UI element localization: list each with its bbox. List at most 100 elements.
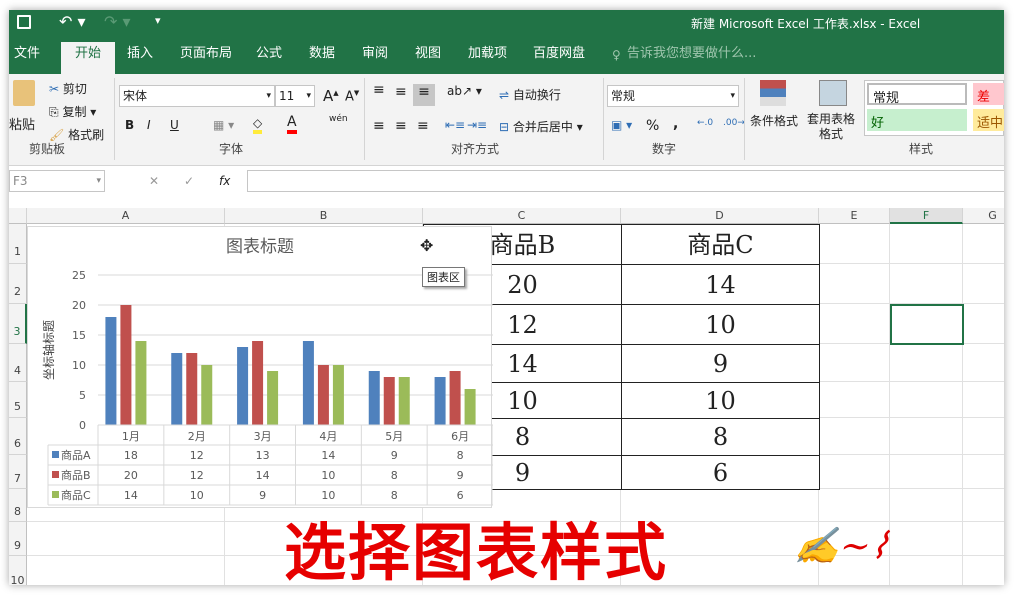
orientation-icon[interactable]: ab↗ ▾ <box>447 84 482 98</box>
bar-商品A-3月[interactable] <box>237 347 249 425</box>
percent-button[interactable]: % <box>646 118 660 134</box>
tab-formulas[interactable]: 公式 <box>256 46 283 61</box>
column-header[interactable]: A <box>27 208 225 224</box>
style-good[interactable]: 好 <box>867 109 967 131</box>
align-bottom-icon[interactable]: ≡ <box>413 84 435 106</box>
tab-addins[interactable]: 加载项 <box>468 46 508 61</box>
font-name-select[interactable]: 宋体 ▾ <box>119 85 275 107</box>
column-header[interactable]: D <box>621 208 819 224</box>
selected-cell-F3[interactable] <box>890 304 964 345</box>
row-header[interactable]: 8 <box>9 489 27 522</box>
accounting-icon[interactable]: ▣ ▾ <box>611 118 633 132</box>
conditional-format-button[interactable]: 条件格式 <box>750 114 799 128</box>
tab-insert[interactable]: 插入 <box>127 46 154 61</box>
paste-button[interactable]: 粘贴 <box>9 118 36 133</box>
table-cell[interactable]: 10 <box>621 304 820 345</box>
table-cell[interactable]: 9 <box>621 344 820 383</box>
column-header[interactable]: E <box>819 208 890 224</box>
tab-review[interactable]: 审阅 <box>362 46 389 61</box>
chart-title[interactable]: 图表标题 <box>226 237 294 257</box>
increase-decimal-icon[interactable]: ←.0 <box>697 118 714 128</box>
decrease-indent-icon[interactable]: ⇤≡ <box>445 118 466 132</box>
row-header[interactable]: 2 <box>9 264 27 304</box>
tab-page-layout[interactable]: 页面布局 <box>180 46 233 61</box>
bar-商品B-6月[interactable] <box>449 371 461 425</box>
cut-button[interactable]: ✂ 剪切 <box>49 80 87 97</box>
bar-商品C-4月[interactable] <box>332 365 344 425</box>
row-header[interactable]: 1 <box>9 224 27 264</box>
table-cell[interactable]: 8 <box>621 418 820 456</box>
save-icon[interactable] <box>17 15 31 29</box>
tab-baidu[interactable]: 百度网盘 <box>533 46 586 61</box>
decrease-decimal-icon[interactable]: .00→ <box>723 118 745 128</box>
row-header[interactable]: 4 <box>9 344 27 382</box>
bar-商品A-5月[interactable] <box>368 371 380 425</box>
table-cell[interactable]: 10 <box>621 382 820 419</box>
align-middle-icon[interactable]: ≡ <box>395 84 407 100</box>
number-format-select[interactable]: 常规 ▾ <box>607 85 739 107</box>
y-axis-title[interactable]: 坐标轴标题 <box>41 320 56 380</box>
select-all-corner[interactable] <box>9 208 27 224</box>
column-header[interactable]: F <box>890 208 963 224</box>
bar-商品B-3月[interactable] <box>252 341 264 425</box>
bar-商品C-5月[interactable] <box>398 377 410 425</box>
bar-商品A-1月[interactable] <box>105 317 117 425</box>
column-header[interactable]: B <box>225 208 423 224</box>
comma-button[interactable]: , <box>673 116 679 132</box>
fill-color-icon[interactable]: ◇ <box>253 116 263 134</box>
bar-商品C-2月[interactable] <box>201 365 213 425</box>
row-header[interactable]: 7 <box>9 455 27 489</box>
bar-商品A-6月[interactable] <box>434 377 446 425</box>
increase-font-icon[interactable]: A▲ <box>323 87 339 105</box>
bold-button[interactable]: B <box>125 118 135 132</box>
bar-商品B-4月[interactable] <box>317 365 329 425</box>
insert-function-button[interactable]: fx <box>219 174 231 188</box>
table-cell[interactable]: 14 <box>621 264 820 305</box>
tab-view[interactable]: 视图 <box>415 46 442 61</box>
tab-file[interactable]: 文件 <box>14 46 41 61</box>
format-painter-button[interactable]: 🖌 格式刷 <box>49 126 104 143</box>
bar-商品A-2月[interactable] <box>171 353 183 425</box>
bar-商品B-5月[interactable] <box>383 377 395 425</box>
column-header[interactable]: C <box>423 208 621 224</box>
wrap-text-button[interactable]: ⇌ 自动换行 <box>499 86 561 103</box>
underline-button[interactable]: U <box>170 118 179 132</box>
row-header[interactable]: 10 <box>9 556 27 585</box>
tell-me-input[interactable]: 告诉我您想要做什么... <box>627 46 757 61</box>
cancel-icon[interactable]: ✕ <box>149 174 160 188</box>
row-header[interactable]: 5 <box>9 382 27 418</box>
table-format-button[interactable]: 套用表格格式 <box>806 112 855 141</box>
align-left-icon[interactable]: ≡ <box>373 118 385 134</box>
row-header[interactable]: 6 <box>9 418 27 455</box>
row-header[interactable]: 3 <box>9 304 27 344</box>
tab-data[interactable]: 数据 <box>309 46 336 61</box>
bar-商品B-2月[interactable] <box>186 353 198 425</box>
font-color-icon[interactable]: A <box>287 114 297 134</box>
tab-home[interactable]: 开始 <box>61 42 116 74</box>
bar-商品C-1月[interactable] <box>135 341 147 425</box>
borders-icon[interactable]: ▦ ▾ <box>213 118 235 132</box>
chart-area[interactable]: 图表标题 坐标轴标题 0 5 10 15 20 25 1月 2月 3月 4月 5月 6月 商品A 18 12 13… <box>27 226 494 508</box>
customize-toolbar-icon[interactable]: ▾ <box>155 14 161 27</box>
bar-商品C-6月[interactable] <box>464 389 476 425</box>
align-center-icon[interactable]: ≡ <box>395 118 407 134</box>
phonetic-icon[interactable]: wén <box>329 114 348 124</box>
column-header[interactable]: G <box>963 208 1004 224</box>
align-top-icon[interactable]: ≡ <box>373 82 385 98</box>
table-cell[interactable]: 6 <box>621 455 820 490</box>
bar-商品B-1月[interactable] <box>120 305 132 425</box>
align-right-icon[interactable]: ≡ <box>417 118 429 134</box>
font-size-select[interactable]: 11 ▾ <box>275 85 315 107</box>
formula-input[interactable] <box>247 170 1004 192</box>
bar-商品A-4月[interactable] <box>302 341 314 425</box>
table-cell[interactable]: 商品C <box>621 224 820 265</box>
name-box[interactable]: F3 ▾ <box>9 170 105 192</box>
enter-icon[interactable]: ✓ <box>184 174 195 188</box>
undo-icon[interactable]: ↶ ▾ <box>59 12 86 31</box>
italic-button[interactable]: I <box>147 118 151 132</box>
style-normal[interactable]: 常规 <box>867 83 967 106</box>
increase-indent-icon[interactable]: ⇥≡ <box>467 118 488 132</box>
style-bad[interactable]: 差 <box>973 83 1004 105</box>
decrease-font-icon[interactable]: A▼ <box>345 89 360 105</box>
copy-button[interactable]: ⎘ 复制 ▾ <box>49 105 97 119</box>
